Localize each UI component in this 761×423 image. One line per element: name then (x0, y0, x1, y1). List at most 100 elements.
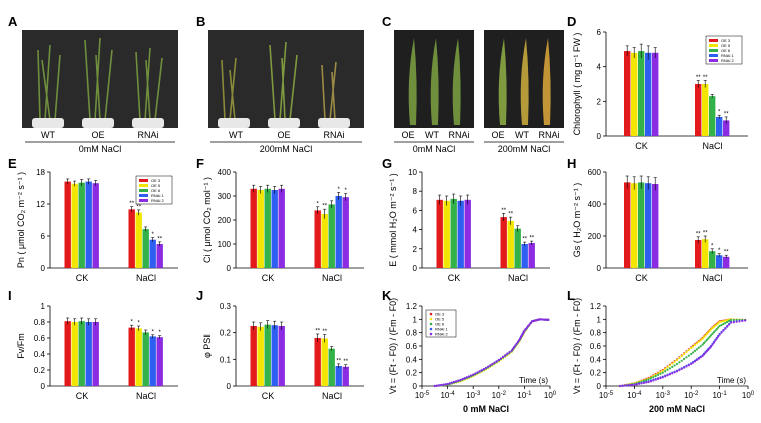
bar-i-ck-0 (64, 321, 71, 386)
significance-mark-i: * (159, 330, 162, 336)
bar-j-nacl-1 (321, 338, 328, 386)
bar-e-nacl-2 (142, 229, 149, 268)
significance-mark-h: ** (724, 250, 729, 256)
legend-entry-e: OE 5 (151, 183, 161, 188)
category-label-e: NaCl (136, 273, 156, 283)
significance-mark-h: ** (703, 231, 708, 237)
bar-g-nacl-4 (528, 243, 535, 268)
y-axis-label-e: Pn ( μmol CO₂ m⁻² s⁻¹ ) (16, 172, 26, 268)
bar-f-nacl-0 (314, 210, 321, 268)
bar-h-nacl-1 (702, 239, 709, 268)
curve-point-l-4 (695, 358, 698, 362)
y-tick-label-k: 1 (413, 315, 418, 324)
curve-point-k-4 (504, 354, 507, 357)
significance-mark-f: * (338, 187, 341, 193)
y-tick-label-e: 12 (36, 200, 45, 209)
x-tick-label-l: 10-3 (656, 391, 671, 400)
curve-point-l-2 (705, 338, 708, 342)
y-tick-label-g: 4 (413, 226, 418, 235)
x-tick-label-l: 10-5 (599, 391, 614, 400)
curve-point-l-4 (666, 374, 669, 377)
y-tick-label-i: 1 (41, 302, 46, 311)
y-tick-label-e: 0 (41, 264, 46, 273)
curve-point-l-2 (714, 329, 717, 332)
curve-point-k-4 (463, 377, 466, 380)
caption-k: 0 mM NaCl (463, 404, 509, 414)
x-tick-exponent-l: -2 (693, 391, 699, 397)
leaf-oe-c1 (408, 38, 417, 125)
curve-point-k-4 (457, 379, 460, 382)
curve-point-k-4 (469, 374, 473, 377)
bar-h-nacl-2 (709, 251, 716, 268)
plant-oe-a (84, 37, 113, 121)
bar-i-nacl-0 (128, 327, 135, 386)
bar-h-nacl-3 (716, 255, 723, 268)
y-tick-label-f: 0 (227, 264, 232, 273)
curve-point-l-4 (626, 384, 629, 387)
curve-point-k-4 (491, 362, 494, 366)
bar-g-ck-4 (464, 199, 471, 268)
leaf-wt-c1 (430, 38, 439, 125)
curve-point-k-4 (516, 340, 520, 343)
y-tick-label-d: 0 (597, 132, 602, 141)
curve-point-l-1 (707, 331, 710, 334)
curve-point-l-4 (699, 356, 702, 359)
x-tick-exponent-k: -5 (424, 391, 430, 397)
curve-point-k-4 (527, 324, 530, 328)
x-tick-base-k: 10 (544, 391, 553, 400)
panel-label-i: I (8, 288, 12, 303)
photo-b-plants (221, 41, 337, 121)
curve-point-k-4 (523, 329, 526, 332)
legend-entry-d: RNAi 1 (721, 53, 734, 58)
curve-point-l-4 (705, 350, 708, 353)
curve-point-l-2 (732, 318, 735, 322)
chart-ci: 0 100 200 300 400 Ci ( μmol CO₂ mol⁻¹ ) CK NaCl… (202, 168, 364, 283)
curve-point-l-2 (680, 359, 683, 362)
curve-point-l-2 (649, 377, 653, 380)
x-tick-base-l: 10 (712, 391, 721, 400)
photo-b: WT OE RNAi 200mM NaCl (208, 30, 364, 154)
panel-label-e: E (8, 156, 17, 171)
y-tick-label-d: 6 (597, 28, 602, 37)
x-tick-base-l: 10 (627, 391, 636, 400)
curve-point-l-2 (715, 328, 718, 331)
significance-mark-j: ** (343, 359, 348, 365)
pot-rnai-a (132, 118, 164, 128)
x-tick-exponent-k: -4 (449, 391, 455, 397)
significance-mark-f: ** (322, 204, 327, 210)
bar-h-ck-2 (638, 182, 645, 268)
legend-swatch-d (709, 49, 718, 52)
curve-point-k-4 (540, 318, 543, 321)
y-tick-label-l: 0.2 (590, 369, 602, 378)
curve-point-l-2 (717, 326, 720, 329)
legend-entry-k: OE 5 (435, 317, 445, 322)
curve-point-l-1 (693, 343, 697, 346)
curve-point-l-4 (691, 361, 695, 364)
category-label-h: NaCl (702, 273, 722, 283)
legend-entry-k: RNAi 2 (435, 332, 448, 337)
category-label-h: CK (635, 273, 648, 283)
curve-point-l-4 (729, 321, 733, 324)
curve-point-k-4 (514, 344, 517, 347)
legend-marker-k (429, 312, 433, 316)
curve-point-k-4 (450, 381, 453, 384)
curve-point-l-1 (664, 367, 667, 370)
bar-e-nacl-4 (156, 244, 163, 268)
curve-point-k-4 (545, 318, 548, 321)
curve-point-l-4 (701, 354, 704, 358)
curve-point-l-1 (704, 334, 707, 337)
y-tick-label-j: 0 (227, 382, 232, 391)
curve-point-l-2 (690, 352, 693, 356)
legend-swatch-d (709, 39, 718, 42)
curve-point-l-1 (668, 364, 672, 367)
category-label-j: NaCl (322, 391, 342, 401)
leaf-rnai-c2 (542, 38, 551, 125)
panel-label-j: J (196, 288, 203, 303)
curve-point-l-2 (693, 349, 697, 352)
curve-point-l-4 (727, 323, 731, 326)
curve-point-l-4 (678, 369, 681, 372)
significance-mark-i: * (138, 321, 141, 327)
bar-d-ck-1 (631, 52, 638, 136)
panel-label-k: K (382, 288, 392, 303)
